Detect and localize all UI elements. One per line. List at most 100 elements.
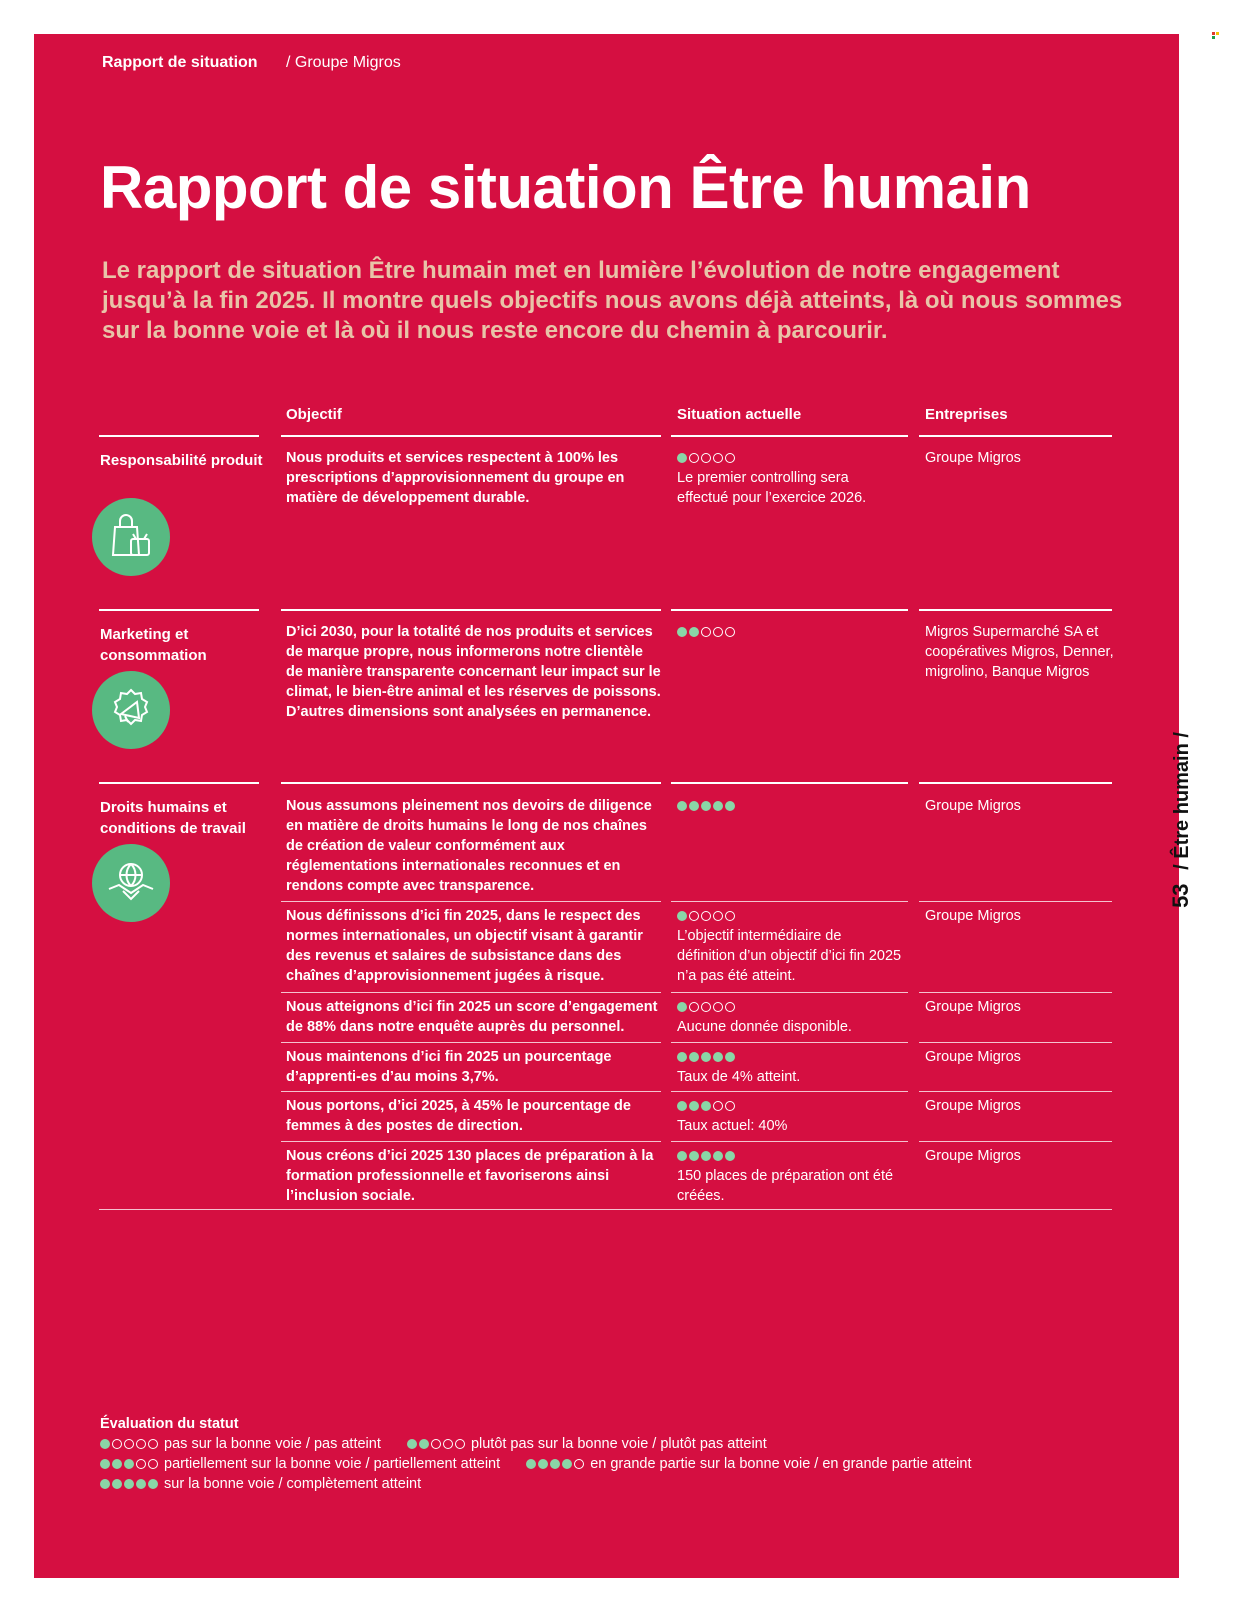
objective-text: D’ici 2030, pour la totalité de nos prod…	[286, 624, 661, 720]
rating-dot-empty	[725, 911, 735, 922]
rating-dot-filled	[701, 1101, 711, 1112]
legend-item: sur la bonne voie / complètement atteint	[100, 1476, 421, 1492]
rating-dot-empty	[701, 453, 711, 464]
rating-dot-empty	[442, 1439, 453, 1450]
rating-dot-filled	[550, 1459, 561, 1470]
legend-label: pas sur la bonne voie / pas atteint	[164, 1436, 381, 1452]
rating-dot-filled	[725, 801, 735, 812]
situation-cell: 150 places de préparation ont été créées…	[677, 1146, 902, 1206]
handshake-globe-icon	[92, 844, 170, 922]
rating-dot-empty	[725, 627, 735, 638]
rating-dots	[100, 1436, 160, 1452]
companies-text: Groupe Migros	[925, 1098, 1021, 1114]
rating-dot-empty	[701, 627, 711, 638]
rating-dot-empty	[725, 1002, 735, 1013]
rating-dots	[677, 796, 902, 816]
rating-dot-filled	[538, 1459, 549, 1470]
row-divider	[671, 901, 908, 902]
row-divider	[919, 1091, 1112, 1092]
legend-item: plutôt pas sur la bonne voie / plutôt pa…	[406, 1436, 767, 1452]
companies-text: Groupe Migros	[925, 1148, 1021, 1164]
header-companies: Entreprises	[925, 406, 1008, 423]
report-page: Rapport de situation / Groupe Migros Rap…	[34, 34, 1179, 1578]
rating-dot-filled	[725, 1052, 735, 1063]
side-page-label: 53 / Être humain /	[1166, 700, 1196, 940]
rating-dot-empty	[725, 453, 735, 464]
rating-dot-empty	[148, 1459, 158, 1470]
rating-dot-filled	[689, 801, 699, 812]
objective-text: Nous atteignons d’ici fin 2025 un score …	[286, 999, 658, 1035]
rating-dot-filled	[713, 1151, 723, 1162]
companies-text: Migros Supermarché SA et coopératives Mi…	[925, 624, 1114, 680]
rating-dot-filled	[148, 1479, 158, 1490]
divider	[919, 782, 1112, 784]
chapter-label: / Être humain /	[1171, 732, 1193, 870]
row-divider	[671, 992, 908, 993]
rating-dot-empty	[701, 1002, 711, 1013]
rating-dot-filled	[677, 453, 687, 464]
rating-dots	[677, 1047, 902, 1067]
rating-dots	[100, 1456, 160, 1472]
objective-text: Nous assumons pleinement nos devoirs de …	[286, 798, 652, 894]
rating-dot-filled	[689, 1052, 699, 1063]
companies-text: Groupe Migros	[925, 1049, 1021, 1065]
category-label-product: Responsabilité produit	[100, 452, 263, 469]
rating-dot-empty	[124, 1439, 134, 1450]
companies-text: Groupe Migros	[925, 908, 1021, 924]
rating-dot-filled	[677, 1052, 687, 1063]
legend-title: Évaluation du statut	[100, 1416, 239, 1432]
rating-dot-empty	[689, 911, 699, 922]
legend-label: en grande partie sur la bonne voie / en …	[590, 1456, 972, 1472]
rating-dot-filled	[689, 1101, 699, 1112]
row-divider	[919, 1141, 1112, 1142]
status-legend: Évaluation du statut pas sur la bonne vo…	[100, 1414, 1120, 1494]
rating-dots	[677, 997, 902, 1017]
breadcrumb-sub[interactable]: / Groupe Migros	[286, 54, 401, 71]
situation-cell: Le premier controlling sera effectué pou…	[677, 448, 902, 508]
rating-dot-filled	[124, 1479, 134, 1490]
rating-dot-empty	[136, 1439, 146, 1450]
header-objective: Objectif	[286, 406, 342, 423]
rating-dot-filled	[677, 911, 687, 922]
rating-dot-empty	[574, 1459, 585, 1470]
rating-dot-filled	[713, 801, 723, 812]
legend-label: sur la bonne voie / complètement atteint	[164, 1476, 422, 1492]
rating-dot-filled	[701, 1052, 711, 1063]
rating-dot-filled	[701, 801, 711, 812]
rating-dot-filled	[418, 1439, 429, 1450]
rating-dot-filled	[689, 1151, 699, 1162]
divider	[671, 435, 908, 437]
row-divider	[671, 1091, 908, 1092]
divider	[99, 782, 259, 784]
rating-dot-empty	[136, 1459, 146, 1470]
rating-dot-filled	[406, 1439, 417, 1450]
row-divider	[671, 1042, 908, 1043]
divider	[281, 782, 661, 784]
breadcrumb-main[interactable]: Rapport de situation	[102, 54, 258, 71]
situation-text: L’objectif intermédiaire de définition d…	[677, 928, 902, 984]
megaphone-icon	[92, 671, 170, 749]
row-divider	[281, 1091, 661, 1092]
rating-dots	[677, 1096, 902, 1116]
rating-dot-filled	[677, 1151, 687, 1162]
companies-text: Groupe Migros	[925, 450, 1021, 466]
legend-item: pas sur la bonne voie / pas atteint	[100, 1436, 381, 1452]
legend-label: plutôt pas sur la bonne voie / plutôt pa…	[470, 1436, 767, 1452]
situation-cell: L’objectif intermédiaire de définition d…	[677, 906, 902, 986]
print-marks	[1212, 32, 1220, 40]
situation-cell	[677, 796, 902, 816]
objective-text: Nous portons, d’ici 2025, à 45% le pourc…	[286, 1098, 631, 1134]
rating-dot-empty	[701, 911, 711, 922]
situation-text: 150 places de préparation ont été créées…	[677, 1168, 894, 1204]
situation-text: Taux actuel: 40%	[677, 1118, 788, 1134]
row-divider	[919, 901, 1112, 902]
divider	[919, 435, 1112, 437]
situation-cell: Taux de 4% atteint.	[677, 1047, 902, 1087]
rating-dot-filled	[100, 1459, 110, 1470]
rating-dots	[677, 622, 902, 642]
legend-item: partiellement sur la bonne voie / partie…	[100, 1456, 500, 1472]
header-situation: Situation actuelle	[677, 406, 802, 423]
rating-dot-filled	[677, 1002, 687, 1013]
situation-cell	[677, 622, 902, 642]
rating-dot-empty	[713, 453, 723, 464]
